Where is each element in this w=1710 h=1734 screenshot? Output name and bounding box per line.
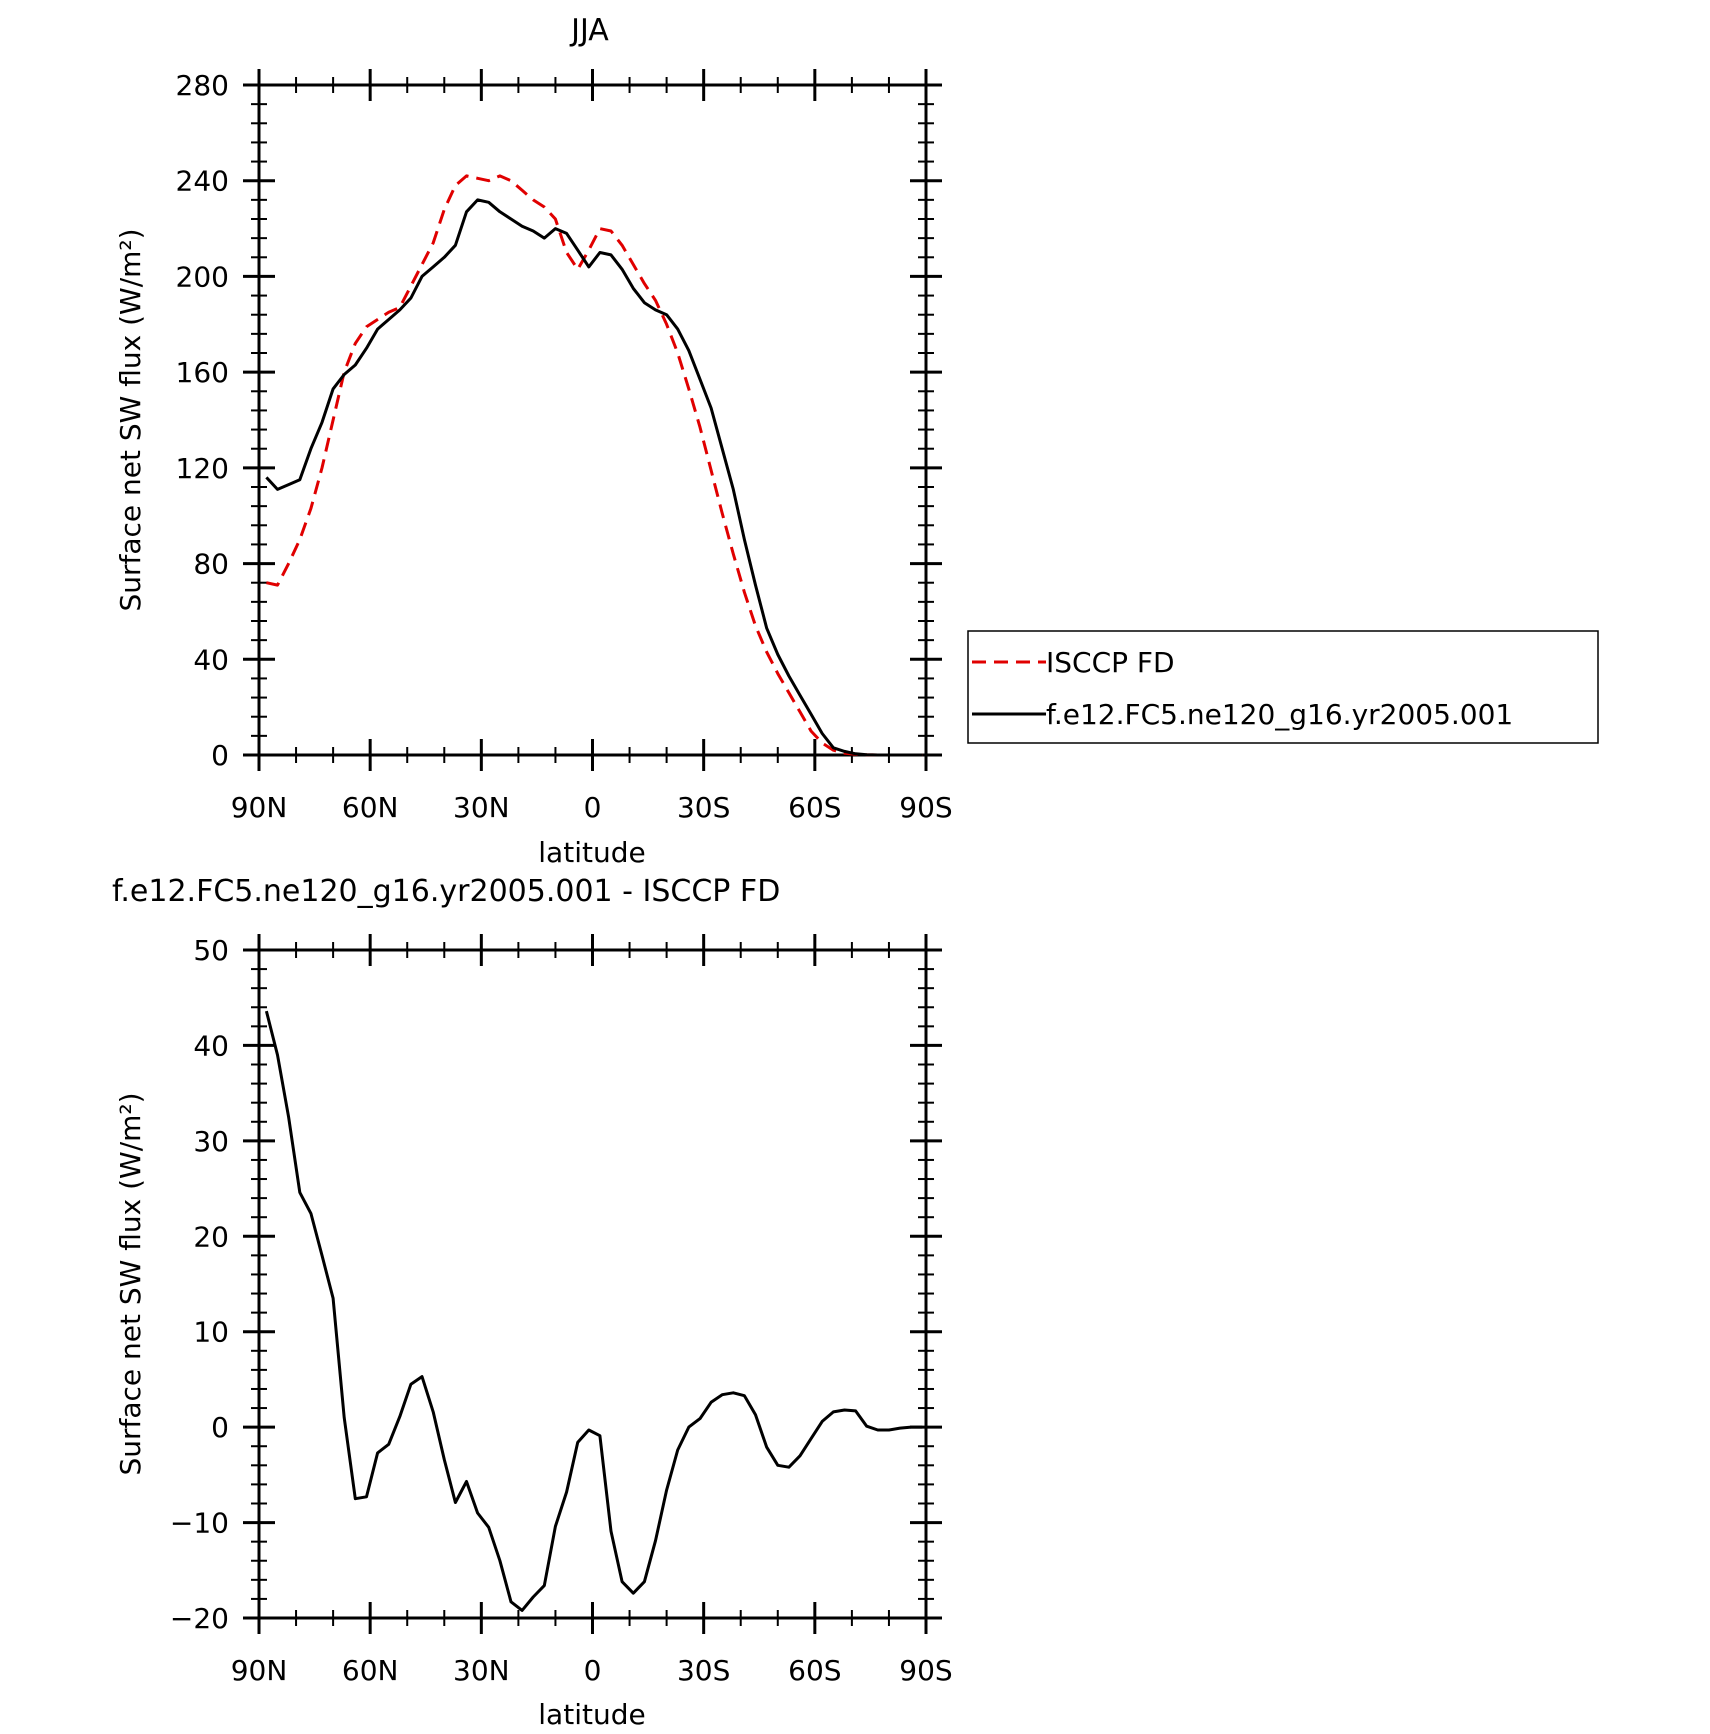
bottom-ticks [243, 934, 942, 1634]
bottom-x-axis-label: latitude [538, 1698, 645, 1731]
y-tick-label: 0 [211, 739, 229, 772]
top-series-group [265, 174, 923, 757]
y-tick-label: 200 [176, 260, 229, 293]
x-tick-label: 60S [788, 1654, 841, 1687]
x-tick-label: 0 [584, 1654, 602, 1687]
x-tick-label: 30N [453, 791, 510, 824]
y-tick-label: 0 [211, 1411, 229, 1444]
y-tick-label: −10 [170, 1507, 229, 1540]
y-tick-label: 50 [193, 934, 229, 967]
y-tick-label: −20 [170, 1602, 229, 1635]
y-tick-label: 280 [176, 69, 229, 102]
bottom-series-group [264, 1010, 923, 1612]
y-tick-label: 40 [193, 643, 229, 676]
x-tick-label: 90N [231, 791, 288, 824]
x-tick-label: 90S [899, 1654, 952, 1687]
series-line-isccp-fd [266, 174, 923, 757]
y-tick-label: 40 [193, 1029, 229, 1062]
top-plot-frame [257, 83, 928, 757]
y-tick-label: 20 [193, 1220, 229, 1253]
y-tick-label: 30 [193, 1125, 229, 1158]
top-ticks [243, 69, 942, 771]
y-tick-label: 120 [176, 452, 229, 485]
bottom-panel: f.e12.FC5.ne120_g16.yr2005.001 - ISCCP F… [112, 874, 953, 1731]
x-tick-label: 0 [584, 791, 602, 824]
x-tick-label: 90S [899, 791, 952, 824]
y-tick-label: 80 [193, 548, 229, 581]
bottom-y-axis-label: Surface net SW flux (W/m²) [114, 1092, 147, 1475]
series-line-f-e12-fc5-ne120-g16-yr2005-001 [265, 198, 923, 757]
top-y-tick-labels: 0 40 80 120 160 200 240 280 [176, 69, 229, 772]
top-x-axis-label: latitude [538, 836, 645, 869]
x-tick-label: 90N [231, 1654, 288, 1687]
bottom-plot-frame [257, 948, 928, 1620]
legend-box [967, 630, 1599, 744]
y-tick-label: 10 [193, 1316, 229, 1349]
x-tick-label: 60N [342, 791, 399, 824]
x-tick-label: 30S [677, 791, 730, 824]
x-tick-label: 30S [677, 1654, 730, 1687]
x-tick-label: 60N [342, 1654, 399, 1687]
x-tick-label: 60S [788, 791, 841, 824]
top-panel: JJA 0 40 80 120 160 200 240 280 90N 60N 30N 0 30S 60… [114, 13, 1599, 869]
bottom-y-tick-labels: −20 −10 0 10 20 30 40 50 [170, 934, 229, 1635]
top-chart-title: JJA [569, 13, 609, 48]
series-line-difference [264, 1010, 923, 1612]
legend: ISCCP FD f.e12.FC5.ne120_g16.yr2005.001 [967, 630, 1599, 744]
x-tick-label: 30N [453, 1654, 510, 1687]
legend-label-model: f.e12.FC5.ne120_g16.yr2005.001 [1046, 698, 1513, 731]
top-y-axis-label: Surface net SW flux (W/m²) [114, 228, 147, 611]
top-x-tick-labels: 90N 60N 30N 0 30S 60S 90S [231, 791, 953, 824]
y-tick-label: 240 [176, 165, 229, 198]
bottom-chart-title: f.e12.FC5.ne120_g16.yr2005.001 - ISCCP F… [112, 874, 780, 909]
y-tick-label: 160 [176, 356, 229, 389]
legend-label-isccp: ISCCP FD [1046, 646, 1175, 679]
bottom-x-tick-labels: 90N 60N 30N 0 30S 60S 90S [231, 1654, 953, 1687]
